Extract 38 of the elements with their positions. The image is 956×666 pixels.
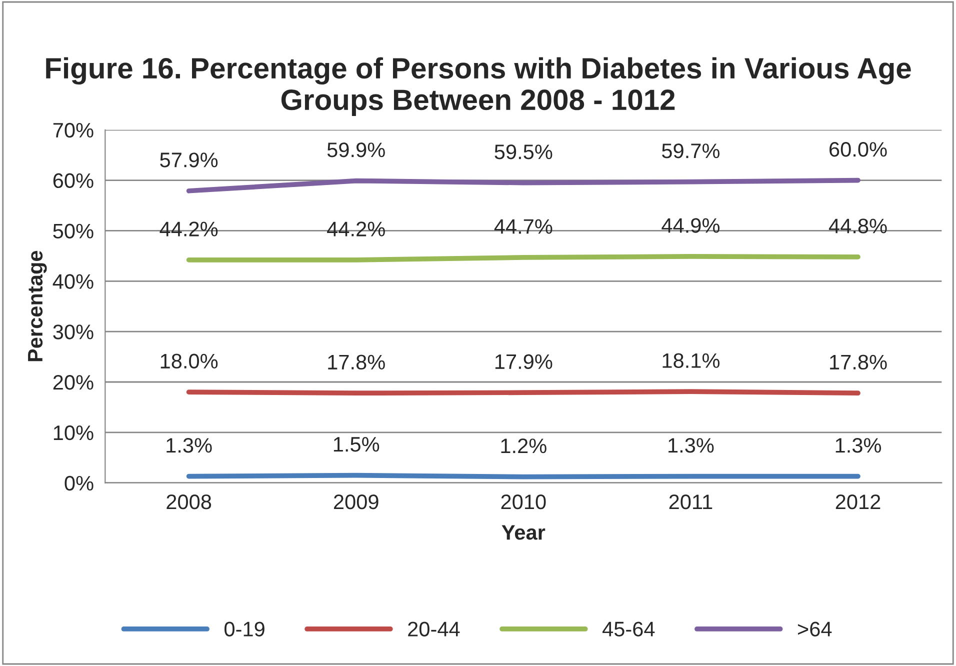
chart-title: Figure 16. Percentage of Persons with Diabetes in Various Age Groups Between 2008 - 1012 — [46, 57, 911, 116]
data-label: 1.3% — [836, 438, 882, 453]
data-label: 18.1% — [662, 353, 720, 368]
data-label: 59.9% — [327, 142, 385, 158]
x-tick-label: 2011 — [669, 494, 712, 510]
y-tick-label: 70% — [53, 122, 94, 138]
data-label: 1.2% — [501, 438, 546, 454]
data-label: 1.5% — [334, 437, 380, 452]
data-label: 59.7% — [662, 143, 720, 158]
data-label: 1.3% — [668, 438, 714, 453]
line-series — [186, 178, 860, 194]
legend-label: 20-44 — [408, 622, 460, 636]
data-label: 18.0% — [160, 354, 218, 369]
legend-label: 0-19 — [224, 622, 264, 636]
data-label: 17.8% — [830, 354, 887, 370]
y-tick-label: 30% — [53, 324, 94, 340]
x-tick-label: 2010 — [501, 494, 546, 510]
data-label: 59.5% — [494, 144, 552, 160]
y-tick-label: 50% — [53, 224, 94, 238]
data-label: 44.9% — [662, 218, 720, 233]
y-tick-label: 40% — [52, 274, 94, 289]
x-tick-label: 2008 — [166, 494, 212, 510]
data-label: 17.8% — [328, 354, 385, 370]
data-label: 60.0% — [830, 142, 887, 157]
y-axis-title: Percentage — [28, 250, 47, 362]
x-tick-label: 2012 — [836, 494, 880, 510]
y-tick-label: 60% — [53, 173, 94, 188]
y-tick-label: 10% — [54, 425, 94, 440]
data-label: 57.9% — [160, 152, 218, 168]
data-label: 44.8% — [828, 218, 887, 234]
y-tick-label: 0% — [64, 476, 94, 491]
x-tick-label: 2009 — [334, 494, 378, 510]
legend-label: >64 — [798, 622, 832, 636]
data-label: 17.9% — [495, 354, 552, 370]
data-label: 1.3% — [166, 438, 212, 453]
x-axis-title: Year — [502, 525, 546, 540]
legend-label: 45-64 — [602, 622, 655, 636]
y-tick-label: 20% — [53, 375, 94, 390]
